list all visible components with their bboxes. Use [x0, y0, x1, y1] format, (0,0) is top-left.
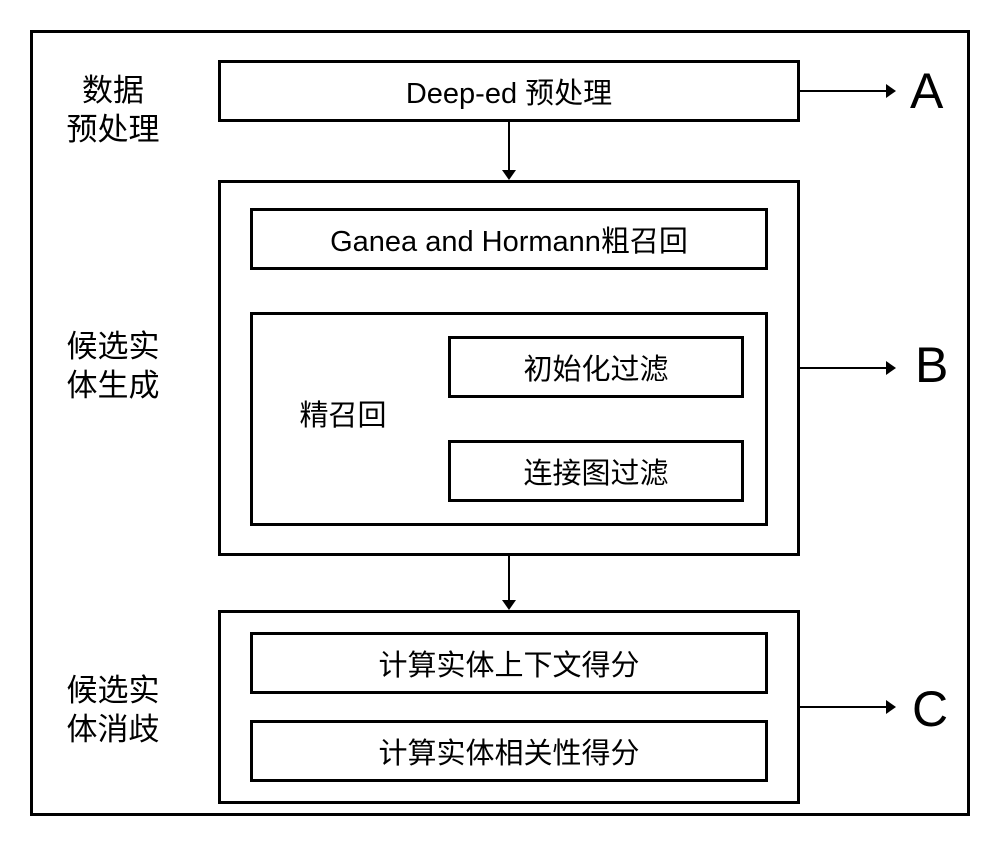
- box-graph-filter-text: 连接图过滤: [523, 450, 668, 492]
- box-relevance-score-text: 计算实体相关性得分: [378, 730, 639, 772]
- box-init-filter-text: 初始化过滤: [523, 346, 668, 388]
- arrow-b-to-letter: [800, 361, 896, 375]
- box-deep-ed: Deep-ed 预处理: [218, 60, 800, 122]
- box-graph-filter: 连接图过滤: [448, 440, 744, 502]
- box-deep-ed-text: Deep-ed 预处理: [406, 70, 612, 112]
- letter-b: B: [915, 336, 948, 394]
- stage-a-label-line2: 预处理: [67, 112, 160, 147]
- box-context-score-text: 计算实体上下文得分: [378, 642, 639, 684]
- stage-c-label-line2: 体消歧: [67, 712, 160, 747]
- stage-b-label: 候选实 体生成: [48, 328, 178, 406]
- stage-b-label-line1: 候选实: [67, 329, 160, 364]
- letter-c: C: [912, 680, 948, 738]
- stage-c-label: 候选实 体消歧: [48, 672, 178, 750]
- stage-c-label-line1: 候选实: [67, 673, 160, 708]
- letter-a: A: [910, 62, 943, 120]
- stage-a-label-line1: 数据: [82, 73, 144, 108]
- diagram-canvas: 数据 预处理 Deep-ed 预处理 A 候选实 体生成 Ganea and H…: [0, 0, 1000, 845]
- arrow-c-to-letter: [800, 700, 896, 714]
- arrow-a-to-b: [502, 122, 516, 180]
- box-coarse-recall-text: Ganea and Hormann粗召回: [330, 218, 688, 260]
- arrow-b-to-c: [502, 556, 516, 610]
- box-coarse-recall: Ganea and Hormann粗召回: [250, 208, 768, 270]
- arrow-a-to-letter: [800, 84, 896, 98]
- fine-recall-label-text: 精召回: [299, 400, 386, 432]
- box-init-filter: 初始化过滤: [448, 336, 744, 398]
- stage-a-label: 数据 预处理: [48, 72, 178, 150]
- box-context-score: 计算实体上下文得分: [250, 632, 768, 694]
- box-relevance-score: 计算实体相关性得分: [250, 720, 768, 782]
- fine-recall-label: 精召回: [278, 398, 408, 434]
- stage-b-label-line2: 体生成: [67, 368, 160, 403]
